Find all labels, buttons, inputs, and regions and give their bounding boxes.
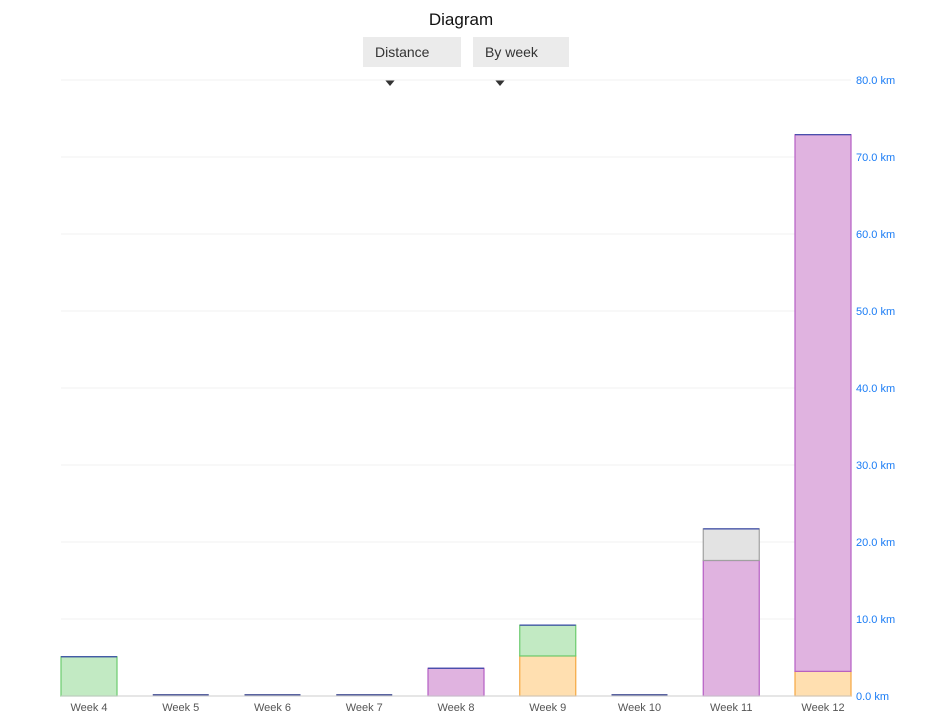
x-tick-label: Week 4: [70, 702, 107, 714]
bar-segment: [519, 655, 577, 697]
metric-dropdown[interactable]: Distance: [363, 37, 461, 87]
x-tick-label: Week 7: [346, 702, 383, 714]
bar-segment: [427, 667, 485, 697]
chart-title: Diagram: [428, 10, 494, 29]
bar-segment: [702, 559, 760, 697]
y-tick-label: 80.0 km: [856, 75, 895, 87]
y-tick-label: 0.0 km: [856, 691, 889, 703]
metric-label: Distance: [375, 44, 430, 60]
x-tick-label: Week 12: [801, 702, 844, 714]
x-tick-label: Week 9: [529, 702, 566, 714]
y-tick-label: 30.0 km: [856, 460, 895, 472]
bar-segment: [60, 656, 118, 697]
x-tick-label: Week 8: [437, 702, 474, 714]
bar-segment: [702, 528, 760, 562]
caret-down-icon: [495, 80, 505, 87]
bar-segment: [794, 134, 852, 672]
bar-segment: [794, 670, 852, 697]
grouping-dropdown[interactable]: By week: [473, 37, 569, 87]
x-tick-label: Week 5: [162, 702, 199, 714]
x-tick-label: Week 6: [254, 702, 291, 714]
y-tick-label: 60.0 km: [856, 229, 895, 241]
y-tick-label: 70.0 km: [856, 152, 895, 164]
bar-segment: [519, 624, 577, 657]
grouping-label: By week: [485, 44, 538, 60]
x-tick-label: Week 11: [710, 702, 752, 714]
caret-down-icon: [385, 80, 395, 87]
y-tick-label: 10.0 km: [856, 614, 895, 626]
x-tick-label: Week 10: [618, 702, 661, 714]
y-tick-label: 20.0 km: [856, 537, 895, 549]
y-tick-label: 40.0 km: [856, 383, 895, 395]
y-tick-label: 50.0 km: [856, 306, 895, 318]
